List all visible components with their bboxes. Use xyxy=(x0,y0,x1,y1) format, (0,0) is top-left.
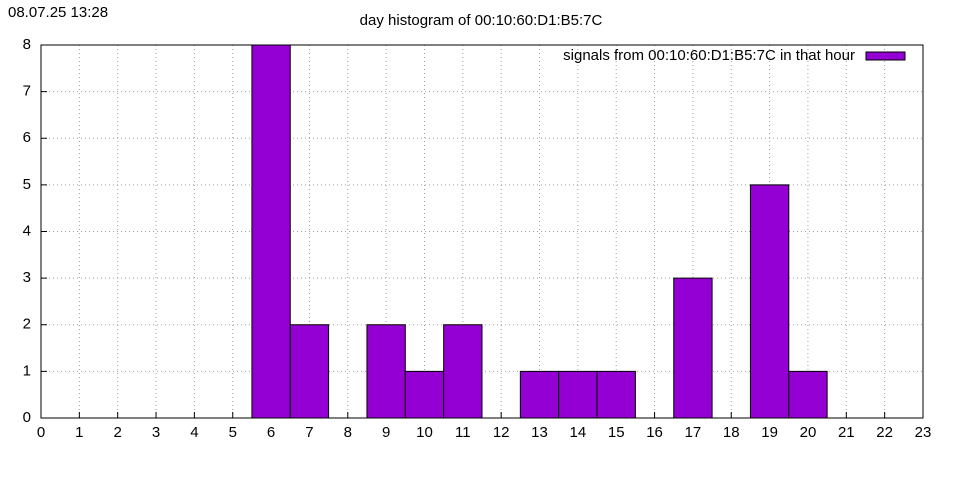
y-tick-label: 7 xyxy=(23,83,31,100)
x-tick-label: 22 xyxy=(876,424,893,441)
bar xyxy=(749,184,790,419)
chart-title: day histogram of 00:10:60:D1:B5:7C xyxy=(360,12,603,29)
x-tick-label: 14 xyxy=(570,424,587,441)
x-tick-label: 18 xyxy=(723,424,740,441)
x-tick-label: 19 xyxy=(761,424,778,441)
x-tick-label: 20 xyxy=(800,424,817,441)
x-tick-label: 13 xyxy=(531,424,548,441)
x-tick-label: 16 xyxy=(646,424,663,441)
x-tick-label: 1 xyxy=(75,424,83,441)
x-tick-label: 17 xyxy=(685,424,702,441)
bar xyxy=(251,44,291,419)
legend-label: signals from 00:10:60:D1:B5:7C in that h… xyxy=(563,47,855,64)
plot-border xyxy=(40,44,924,419)
legend-swatch xyxy=(865,51,906,61)
x-tick-label: 3 xyxy=(152,424,160,441)
x-tick-label: 15 xyxy=(608,424,625,441)
x-tick-label: 23 xyxy=(915,424,932,441)
x-tick-label: 10 xyxy=(416,424,433,441)
bar xyxy=(404,370,445,419)
y-tick-label: 2 xyxy=(23,316,31,333)
y-tick-label: 1 xyxy=(23,362,31,379)
x-tick-label: 4 xyxy=(190,424,198,441)
y-tick-label: 0 xyxy=(23,409,31,426)
x-tick-label: 12 xyxy=(493,424,510,441)
x-tick-label: 7 xyxy=(305,424,313,441)
x-tick-label: 6 xyxy=(267,424,275,441)
bar xyxy=(443,324,483,419)
y-tick-label: 8 xyxy=(23,36,31,53)
y-tick-label: 5 xyxy=(23,176,31,193)
timestamp: 08.07.25 13:28 xyxy=(8,4,108,21)
x-tick-label: 9 xyxy=(382,424,390,441)
y-tick-label: 3 xyxy=(23,269,31,286)
bar xyxy=(558,370,598,419)
x-tick-label: 0 xyxy=(37,424,45,441)
bar xyxy=(519,370,560,419)
bar xyxy=(673,277,713,419)
bar xyxy=(596,370,636,419)
y-tick-label: 6 xyxy=(23,129,31,146)
x-tick-label: 11 xyxy=(455,424,471,441)
x-tick-label: 5 xyxy=(229,424,237,441)
x-tick-label: 2 xyxy=(114,424,122,441)
x-tick-label: 8 xyxy=(344,424,352,441)
bar xyxy=(788,370,828,419)
bar xyxy=(289,324,330,419)
y-tick-label: 4 xyxy=(23,222,31,239)
x-tick-label: 21 xyxy=(838,424,855,441)
bar xyxy=(366,324,406,419)
